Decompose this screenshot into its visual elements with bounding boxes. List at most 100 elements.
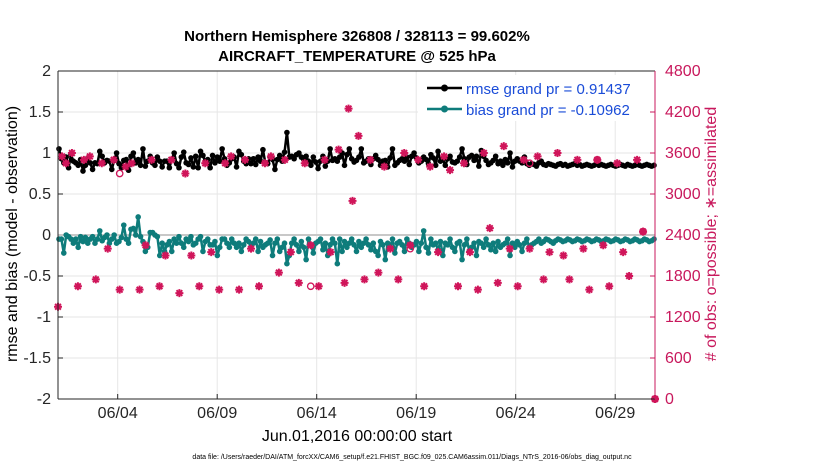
obs-assimilated-marker [79,155,88,164]
bias-point [416,248,422,255]
obs-assimilated-marker [360,275,369,284]
obs-assimilated-marker [274,268,283,277]
rmse-point [423,156,429,163]
obs-assimilated-marker [459,159,468,168]
obs-assimilated-marker [426,162,435,171]
rmse-point [497,158,504,164]
obs-assimilated-marker [340,278,349,287]
bias-point [490,240,497,246]
bias-point [272,240,278,246]
bias-point [382,256,389,263]
obs-assimilated-marker [499,142,508,151]
obs-assimilated-marker [266,152,275,161]
y-tick-label-right: 4200 [665,104,701,121]
bias-point [226,244,233,251]
obs-assimilated-marker [619,248,628,257]
bias-point [257,238,264,245]
bias-point [82,234,89,241]
y-tick-label: 1.5 [29,104,51,121]
rmse-point [255,154,261,160]
obs-assimilated-marker [91,275,100,284]
bias-point [250,240,257,246]
bias-point [464,236,470,242]
rmse-point [130,150,137,156]
bias-point [329,236,336,242]
bias-point [348,236,355,242]
bias-point [123,236,129,242]
bias-point [353,248,360,255]
bias-point [449,244,456,251]
obs-assimilated-marker [400,149,409,157]
obs-assimilated-marker [57,152,66,161]
bias-point [495,238,501,245]
rmse-point [447,153,453,160]
bias-point [483,236,489,242]
obs-assimilated-marker [473,285,482,294]
bias-point [224,240,230,246]
rmse-point [248,160,254,167]
y-tick-label: 1 [42,145,51,162]
obs-assimilated-marker [386,244,395,253]
rmse-point [89,166,96,173]
rmse-point [341,162,348,169]
obs-possible-marker [525,159,534,168]
bias-point [334,260,341,267]
bias-point [197,233,204,240]
bias-point [473,252,480,259]
obs-assimilated-marker [215,285,224,294]
rmse-point [250,155,257,162]
obs-assimilated-marker [505,244,514,253]
rmse-point [272,166,278,173]
rmse-point [336,154,343,160]
bias-point [516,242,523,248]
bias-point [293,242,300,248]
obs-assimilated-marker [115,285,124,294]
bias-point [188,233,194,240]
bias-point [116,238,122,245]
bias-point [370,240,377,246]
obs-assimilated-marker [605,282,614,291]
obs-assimilated-marker [344,104,353,113]
rmse-point [483,157,489,164]
bias-point [298,238,305,245]
bias-point [154,233,161,240]
obs-assimilated-marker [135,285,144,294]
obs-assimilated-marker [247,244,256,253]
bias-point [372,248,379,255]
obs-assimilated-marker [121,162,130,171]
bias-point [363,236,369,242]
rmse-point [216,158,223,164]
rmse-point [209,152,216,159]
rmse-point [260,146,266,153]
obs-assimilated-marker [241,155,250,164]
bias-point [360,240,367,246]
obs-assimilated-marker [579,244,588,253]
obs-assimilated-marker [294,278,303,287]
obs-assimilated-marker [61,159,70,168]
obs-assimilated-marker [613,159,622,168]
obs-assimilated-marker [67,149,76,157]
obs-assimilated-marker [181,169,190,178]
rmse-point [303,153,309,160]
bias-point [192,240,199,246]
obs-assimilated-marker [380,162,389,171]
bias-point [171,236,177,242]
x-tick-label: 06/29 [595,405,635,422]
obs-assimilated-marker [639,227,648,236]
rmse-point [176,164,182,171]
bias-point [180,244,187,251]
rmse-point [375,156,381,163]
rmse-point [195,164,201,171]
bias-point [267,237,273,243]
y-axis-label-right: # of obs: o=possible; ∗=assimilated [703,107,720,361]
bias-point [274,236,281,242]
obs-assimilated-marker [374,268,383,277]
x-tick-label: 06/19 [396,405,436,422]
y-axis-label: rmse and bias (model - observation) [4,106,21,362]
bias-point [488,246,494,253]
obs-assimilated-marker [167,155,176,164]
rmse-point [123,156,129,163]
rmse-point [135,156,141,163]
chart-title-line1: Northern Hemisphere 326808 / 328113 = 99… [184,28,530,45]
